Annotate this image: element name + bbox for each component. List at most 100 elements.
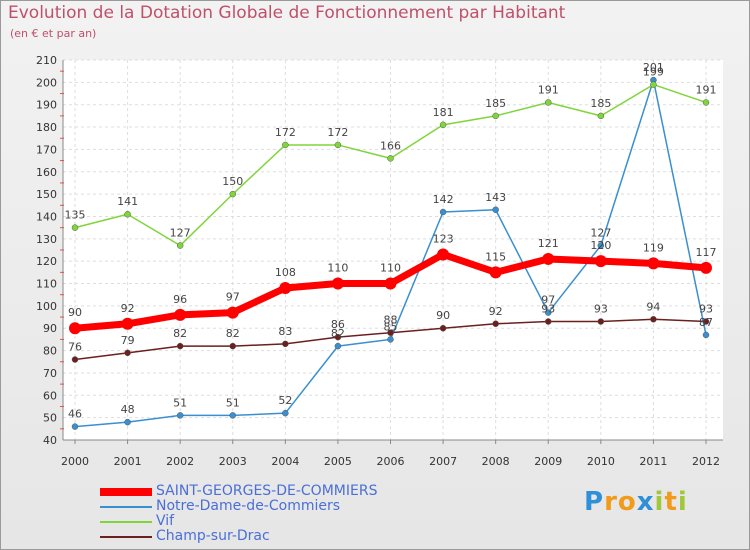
series-point-0 <box>331 277 344 290</box>
y-tick-label: 40 <box>43 434 57 447</box>
chart-subtitle: (en € et par an) <box>10 27 97 40</box>
y-tick-label: 90 <box>43 322 57 335</box>
axes: 40 50 60 70 80 90 100 110 120 130 140 150 160 170 180 1… <box>36 54 723 468</box>
data-label-2: 135 <box>65 209 86 222</box>
legend-swatch <box>100 506 152 508</box>
data-label-3: 94 <box>646 300 660 313</box>
legend-swatch <box>100 536 152 538</box>
series-point-2 <box>282 141 289 149</box>
data-label-3: 88 <box>384 314 398 327</box>
y-tick-label: 80 <box>43 345 57 358</box>
series-point-3 <box>229 342 236 350</box>
logo-letter: o <box>617 487 637 517</box>
series-point-3 <box>176 342 184 350</box>
series-point-3 <box>282 340 289 348</box>
x-tick-label: 2004 <box>271 455 299 468</box>
data-label-2: 185 <box>590 97 611 110</box>
logo-letter: i <box>654 487 665 517</box>
data-label-1: 82 <box>331 327 345 340</box>
series-point-1 <box>702 331 710 339</box>
legend-swatch <box>100 521 152 523</box>
y-tick-label: 180 <box>36 121 57 134</box>
series-point-1 <box>334 342 342 350</box>
data-label-0: 96 <box>173 293 187 306</box>
grid <box>63 59 723 441</box>
data-label-0: 90 <box>68 306 82 319</box>
data-label-2: 191 <box>538 83 559 96</box>
series-point-2 <box>702 99 710 106</box>
series-point-1 <box>545 309 552 316</box>
x-tick-label: 2012 <box>692 455 720 468</box>
y-tick-label: 210 <box>36 54 57 67</box>
series-point-1 <box>176 412 184 419</box>
series-point-3 <box>387 329 394 336</box>
series-point-2 <box>597 112 605 120</box>
x-tick-label: 2008 <box>482 455 510 468</box>
series-point-2 <box>334 141 342 149</box>
series-point-1 <box>71 423 79 430</box>
x-tick-label: 2003 <box>219 455 247 468</box>
x-tick-label: 2010 <box>587 455 615 468</box>
logo-letter: r <box>604 487 618 517</box>
series-point-1 <box>282 409 289 417</box>
data-label-0: 92 <box>121 302 135 315</box>
x-tick-label: 2001 <box>114 455 142 468</box>
data-label-0: 108 <box>275 266 296 279</box>
data-label-3: 82 <box>226 327 240 340</box>
data-label-2: 185 <box>485 97 506 110</box>
y-tick-label: 50 <box>43 412 57 425</box>
data-label-1: 46 <box>68 408 82 421</box>
data-label-1: 142 <box>433 193 454 206</box>
y-tick-label: 120 <box>36 255 57 268</box>
data-label-0: 115 <box>485 250 506 263</box>
series-point-2 <box>176 242 184 249</box>
x-tick-label: 2005 <box>324 455 352 468</box>
y-tick-label: 60 <box>43 389 57 402</box>
series-point-1 <box>439 208 447 216</box>
data-label-2: 166 <box>380 139 401 152</box>
series-point-0 <box>700 261 712 274</box>
data-label-0: 120 <box>590 239 611 252</box>
series-point-2 <box>650 81 657 88</box>
series-point-0 <box>542 252 555 265</box>
x-tick-label: 2011 <box>639 455 667 468</box>
series-point-0 <box>384 277 397 290</box>
series-point-1 <box>492 206 499 214</box>
series-point-2 <box>492 112 499 120</box>
x-tick-label: 2006 <box>377 455 405 468</box>
data-label-0: 117 <box>696 246 717 259</box>
plot-area <box>63 60 723 440</box>
data-label-2: 191 <box>696 83 717 96</box>
data-label-3: 92 <box>489 305 503 318</box>
series-point-3 <box>334 333 342 341</box>
series-point-3 <box>439 324 447 332</box>
series-point-2 <box>387 155 394 162</box>
chart-title: Evolution de la Dotation Globale de Fonc… <box>8 3 566 23</box>
data-label-3: 86 <box>331 318 345 331</box>
x-tick-label: 2007 <box>429 455 457 468</box>
x-tick-label: 2000 <box>61 455 89 468</box>
series-point-0 <box>279 282 292 294</box>
y-tick-label: 70 <box>43 367 57 380</box>
data-label-2: 199 <box>643 66 664 79</box>
data-label-2: 141 <box>117 195 138 208</box>
data-label-0: 121 <box>538 237 559 250</box>
series <box>69 76 712 430</box>
data-label-1: 48 <box>121 403 135 416</box>
data-label-1: 201 <box>643 61 664 74</box>
proxiti-logo: Proxiti <box>584 487 688 517</box>
logo-letter: t <box>664 487 678 517</box>
series-point-2 <box>124 210 131 218</box>
data-label-1: 85 <box>384 320 398 333</box>
data-label-3: 83 <box>278 325 292 338</box>
data-label-1: 127 <box>590 227 611 240</box>
y-tick-label: 130 <box>36 233 57 246</box>
data-label-3: 90 <box>436 309 450 322</box>
legend-label: Notre-Dame-de-Commiers <box>156 498 341 514</box>
series-point-0 <box>437 248 450 261</box>
series-point-2 <box>71 224 79 231</box>
series-point-1 <box>387 336 394 343</box>
data-label-0: 97 <box>226 291 240 304</box>
data-label-1: 51 <box>226 396 240 409</box>
